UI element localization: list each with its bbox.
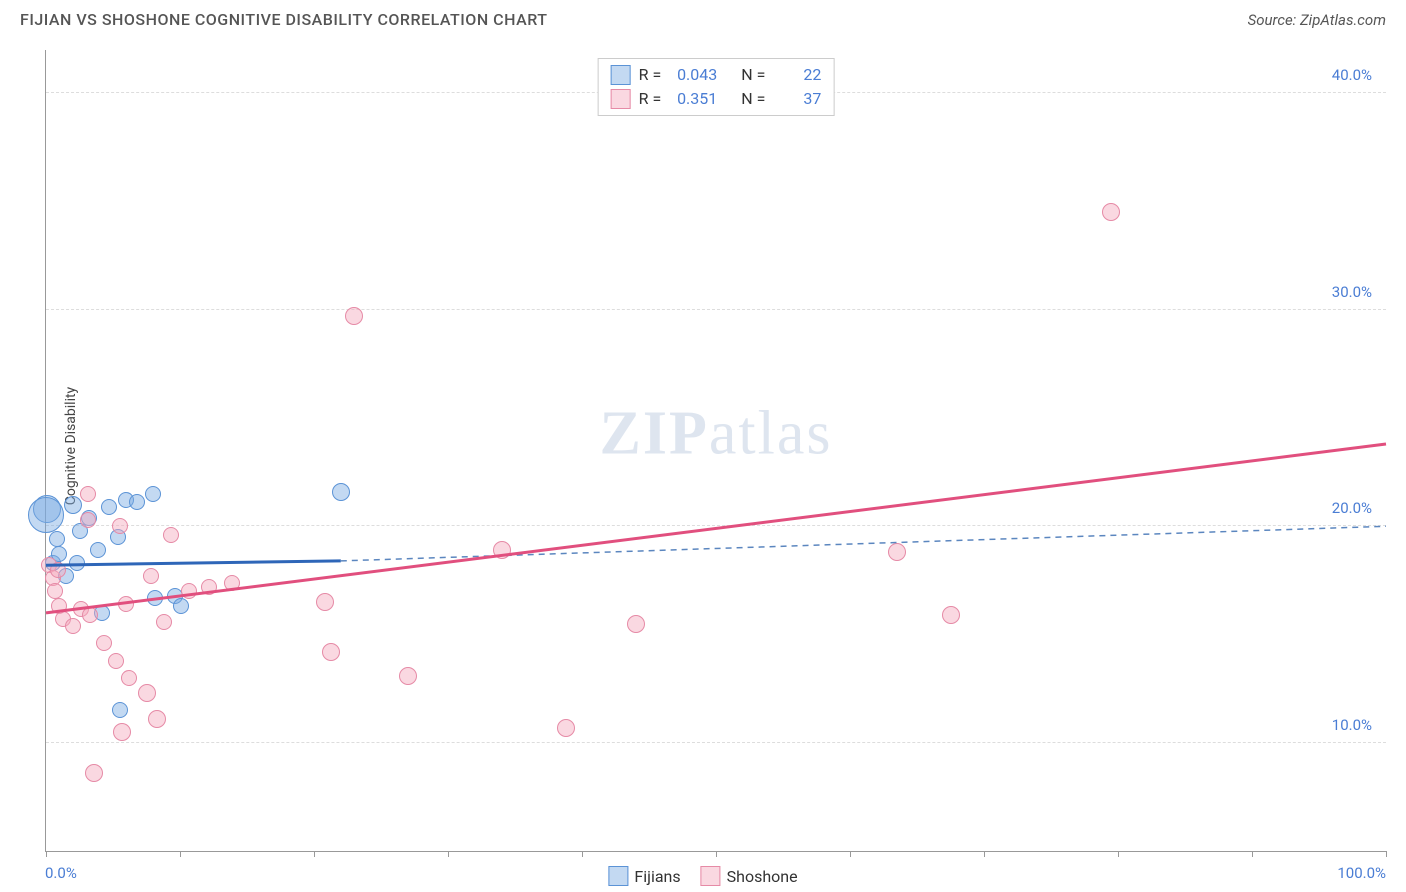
scatter-point	[557, 719, 575, 737]
chart-title: FIJIAN VS SHOSHONE COGNITIVE DISABILITY …	[20, 10, 547, 29]
scatter-point	[942, 606, 960, 624]
y-tick-label: 20.0%	[1328, 499, 1376, 517]
scatter-point	[143, 568, 159, 584]
scatter-point	[96, 635, 112, 651]
scatter-point	[201, 579, 217, 595]
x-tick	[582, 851, 583, 857]
scatter-point	[112, 702, 128, 718]
scatter-point	[1102, 203, 1120, 221]
legend-item: Fijians	[608, 866, 680, 886]
scatter-point	[121, 670, 137, 686]
scatter-point	[888, 543, 906, 561]
scatter-point	[129, 494, 145, 510]
scatter-point	[627, 615, 645, 633]
scatter-point	[148, 710, 166, 728]
scatter-point	[181, 583, 197, 599]
x-tick	[1118, 851, 1119, 857]
x-tick-label: 100.0%	[1337, 864, 1386, 882]
legend-swatch	[701, 866, 721, 886]
grid-line	[46, 742, 1386, 743]
x-tick	[1386, 851, 1387, 857]
x-tick	[850, 851, 851, 857]
series-legend: Fijians Shoshone	[608, 866, 797, 886]
x-tick-label: 0.0%	[45, 864, 77, 882]
scatter-point	[173, 598, 189, 614]
x-tick	[314, 851, 315, 857]
x-tick	[716, 851, 717, 857]
scatter-point	[28, 497, 64, 533]
chart-plot-area: 10.0%20.0%30.0%40.0% ZIPatlas R =0.043 N…	[45, 50, 1386, 852]
scatter-point	[82, 607, 98, 623]
scatter-point	[156, 614, 172, 630]
scatter-point	[118, 596, 134, 612]
scatter-point	[47, 583, 63, 599]
scatter-point	[65, 618, 81, 634]
scatter-point	[101, 499, 117, 515]
scatter-point	[316, 593, 334, 611]
grid-line	[46, 525, 1386, 526]
scatter-point	[90, 542, 106, 558]
legend-swatch	[611, 65, 631, 85]
scatter-point	[147, 590, 163, 606]
legend-item: Shoshone	[701, 866, 798, 886]
y-tick-label: 40.0%	[1328, 66, 1376, 84]
scatter-point	[493, 541, 511, 559]
scatter-point	[345, 307, 363, 325]
scatter-point	[64, 496, 82, 514]
scatter-point	[80, 512, 96, 528]
scatter-point	[113, 723, 131, 741]
scatter-point	[224, 575, 240, 591]
x-tick	[1252, 851, 1253, 857]
scatter-point	[49, 531, 65, 547]
legend-label: Shoshone	[727, 867, 798, 886]
y-tick-label: 30.0%	[1328, 283, 1376, 301]
scatter-point	[85, 764, 103, 782]
legend-row: R =0.043 N =22	[611, 63, 822, 87]
x-tick	[180, 851, 181, 857]
legend-swatch	[611, 89, 631, 109]
scatter-point	[112, 518, 128, 534]
scatter-point	[80, 486, 96, 502]
y-tick-label: 10.0%	[1328, 716, 1376, 734]
scatter-point	[163, 527, 179, 543]
scatter-point	[69, 555, 85, 571]
scatter-point	[145, 486, 161, 502]
scatter-point	[138, 684, 156, 702]
scatter-point	[108, 653, 124, 669]
legend-label: Fijians	[634, 867, 680, 886]
scatter-point	[322, 643, 340, 661]
correlation-legend-box: R =0.043 N =22R =0.351 N =37	[598, 58, 835, 116]
scatter-point	[50, 562, 66, 578]
x-tick	[448, 851, 449, 857]
legend-row: R =0.351 N =37	[611, 87, 822, 111]
source-attribution: Source: ZipAtlas.com	[1248, 11, 1386, 29]
grid-line	[46, 309, 1386, 310]
x-tick	[46, 851, 47, 857]
scatter-point	[399, 667, 417, 685]
x-tick	[984, 851, 985, 857]
scatter-point	[332, 483, 350, 501]
legend-swatch	[608, 866, 628, 886]
